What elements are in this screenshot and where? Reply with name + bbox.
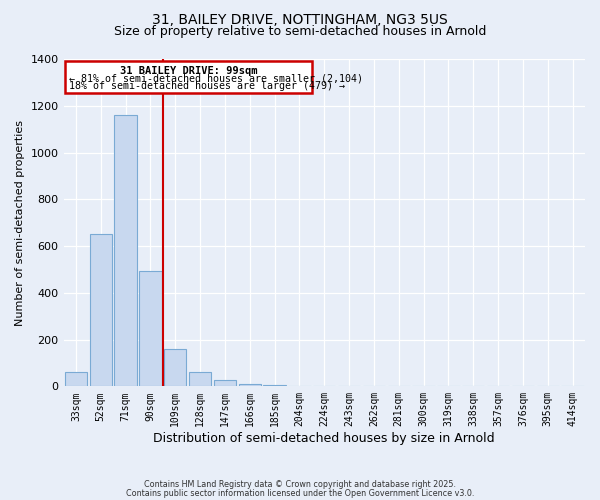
Y-axis label: Number of semi-detached properties: Number of semi-detached properties bbox=[15, 120, 25, 326]
X-axis label: Distribution of semi-detached houses by size in Arnold: Distribution of semi-detached houses by … bbox=[154, 432, 495, 445]
Bar bbox=[164, 349, 187, 387]
Bar bbox=[89, 234, 112, 386]
Text: 18% of semi-detached houses are larger (479) →: 18% of semi-detached houses are larger (… bbox=[68, 81, 344, 91]
Text: ← 81% of semi-detached houses are smaller (2,104): ← 81% of semi-detached houses are smalle… bbox=[68, 74, 362, 84]
Bar bbox=[65, 372, 87, 386]
Text: Contains HM Land Registry data © Crown copyright and database right 2025.: Contains HM Land Registry data © Crown c… bbox=[144, 480, 456, 489]
Bar bbox=[115, 115, 137, 386]
Bar bbox=[214, 380, 236, 386]
Bar bbox=[239, 384, 261, 386]
Bar bbox=[263, 385, 286, 386]
Bar bbox=[139, 270, 161, 386]
Text: Contains public sector information licensed under the Open Government Licence v3: Contains public sector information licen… bbox=[126, 488, 474, 498]
Text: Size of property relative to semi-detached houses in Arnold: Size of property relative to semi-detach… bbox=[114, 25, 486, 38]
Text: 31 BAILEY DRIVE: 99sqm: 31 BAILEY DRIVE: 99sqm bbox=[119, 66, 257, 76]
Text: 31, BAILEY DRIVE, NOTTINGHAM, NG3 5US: 31, BAILEY DRIVE, NOTTINGHAM, NG3 5US bbox=[152, 12, 448, 26]
FancyBboxPatch shape bbox=[65, 62, 312, 93]
Bar bbox=[189, 372, 211, 386]
